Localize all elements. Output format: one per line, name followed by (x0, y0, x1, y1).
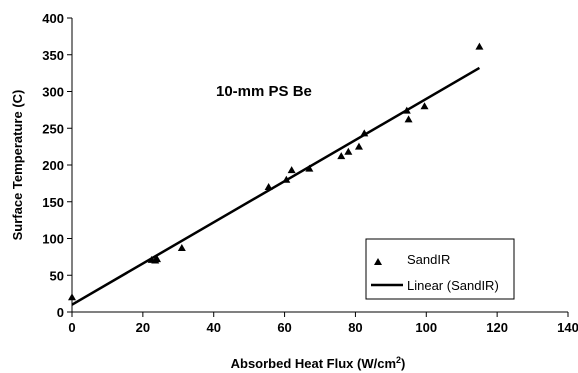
x-tick-label: 80 (348, 320, 362, 335)
data-point-sandir (337, 152, 346, 160)
ticks: 0 50 100 150 200 250 300 350 400 0 20 40 60 80 100 120 1… (42, 11, 578, 335)
y-tick-label: 400 (42, 11, 64, 26)
data-point-sandir (360, 129, 369, 137)
y-tick-label: 350 (42, 48, 64, 63)
x-axis-title-superscript: 2 (396, 355, 401, 365)
data-point-sandir (305, 164, 314, 172)
x-axis-title: Absorbed Heat Flux (W/cm2) (231, 355, 406, 371)
x-tick-label: 100 (415, 320, 437, 335)
data-point-sandir (287, 166, 296, 174)
y-tick-label: 250 (42, 121, 64, 136)
x-tick-label: 40 (206, 320, 220, 335)
y-axis-title: Surface Temperature (C) (10, 90, 25, 241)
data-point-sandir (354, 142, 363, 150)
x-axis-title-end: ) (401, 356, 405, 371)
data-point-sandir (420, 102, 429, 110)
y-tick-label: 0 (57, 305, 64, 320)
data-point-sandir (282, 175, 291, 183)
data-point-sandir (153, 255, 162, 263)
x-tick-label: 20 (136, 320, 150, 335)
data-point-sandir (264, 183, 273, 191)
data-point-sandir (177, 244, 186, 252)
x-tick-label: 120 (486, 320, 508, 335)
legend-label-linear: Linear (SandIR) (407, 278, 499, 293)
legend: SandIR Linear (SandIR) (365, 238, 515, 300)
trendline-linear-sandir (71, 66, 481, 306)
plot-area (68, 42, 484, 306)
y-tick-label: 100 (42, 232, 64, 247)
data-point-sandir (344, 147, 353, 155)
legend-label-sandir: SandIR (407, 252, 450, 267)
legend-marker-sandir (374, 258, 382, 265)
y-tick-label: 50 (50, 268, 64, 283)
x-axis-title-text: Absorbed Heat Flux (W/cm (231, 356, 396, 371)
x-tick-label: 60 (277, 320, 291, 335)
data-point-sandir (404, 115, 413, 123)
data-point-sandir (68, 293, 76, 301)
data-point-sandir (475, 42, 484, 50)
x-tick-label: 140 (557, 320, 578, 335)
chart-title: 10-mm PS Be (216, 83, 312, 100)
x-tick-label: 0 (68, 320, 75, 335)
legend-box (365, 238, 515, 300)
y-tick-label: 300 (42, 85, 64, 100)
y-tick-label: 150 (42, 195, 64, 210)
data-point-sandir (402, 106, 411, 114)
y-tick-label: 200 (42, 158, 64, 173)
